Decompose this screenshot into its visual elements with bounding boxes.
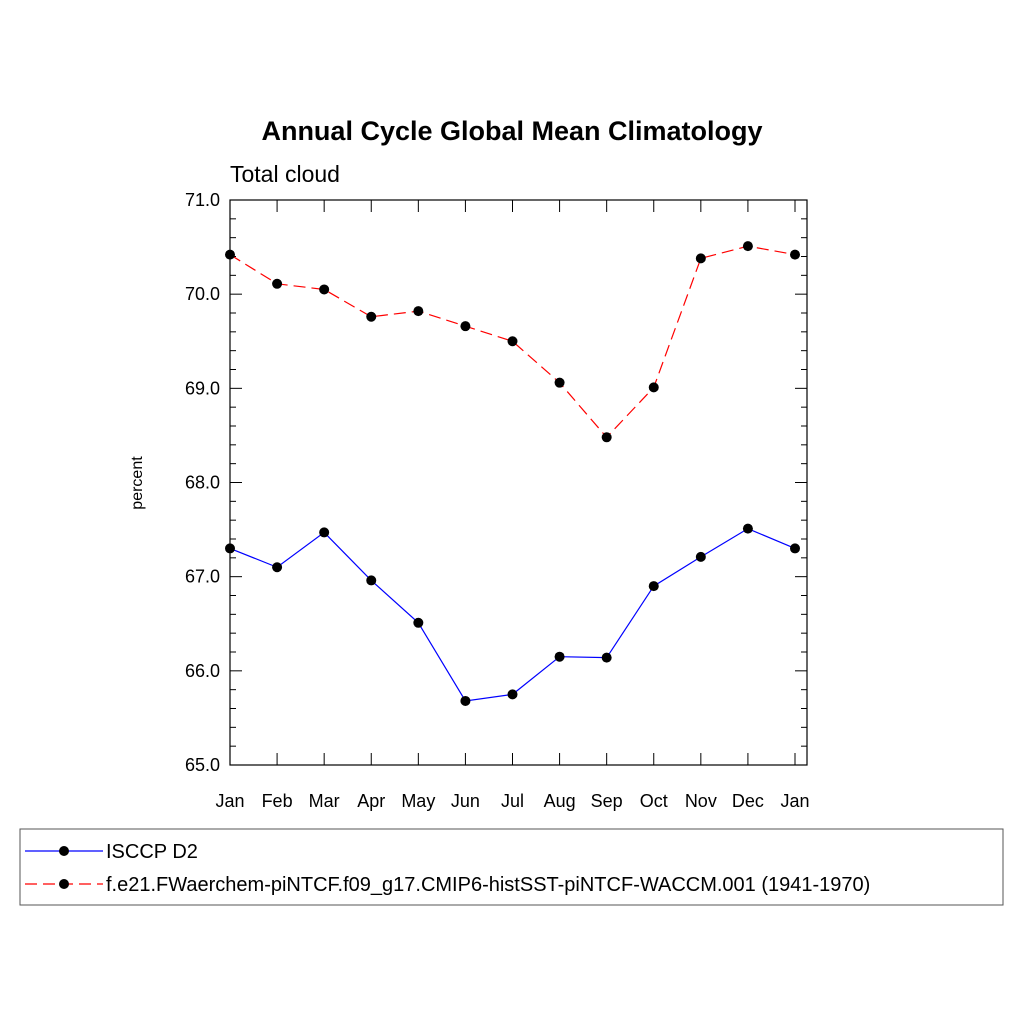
series-1-point: [648, 581, 659, 592]
plot-area: 65.0 66.0 67.0 68.0 69.0 70.0 71.0 Jan Feb Mar Apr…: [185, 190, 810, 811]
x-tick-label: Oct: [640, 791, 668, 811]
y-tick-label: 70.0: [185, 284, 220, 304]
y-tick-label: 67.0: [185, 567, 220, 587]
series-2-point: [790, 249, 800, 260]
legend-box: [19, 828, 1004, 906]
legend-label-2: f.e21.FWaerchem-piNTCF.f09_g17.CMIP6-his…: [106, 874, 870, 896]
x-tick-label: Dec: [732, 791, 764, 811]
x-tick-label: May: [401, 791, 435, 811]
series-2-point: [695, 253, 706, 264]
series-line-1: [229, 527, 796, 702]
series-1-point: [319, 527, 330, 538]
series-1-point: [366, 575, 377, 586]
series-2-point: [272, 278, 283, 289]
legend-marker-2: [59, 879, 69, 889]
legend-label-1: ISCCP D2: [106, 841, 198, 863]
x-tick-label: Apr: [357, 791, 385, 811]
series-2-point: [225, 249, 235, 260]
series-1-point: [413, 617, 424, 628]
legend-marker-1: [59, 846, 69, 856]
y-tick-label: 71.0: [185, 190, 220, 210]
x-tick-label: Jul: [501, 791, 524, 811]
series-2-point: [366, 311, 377, 322]
legend: ISCCP D2 f.e21.FWaerchem-piNTCF.f09_g17.C…: [19, 828, 1004, 906]
series-2-point: [601, 432, 612, 443]
series-1-point: [790, 543, 800, 554]
y-tick-label: 65.0: [185, 755, 220, 775]
series-1-point: [601, 652, 612, 663]
x-tick-label: Mar: [309, 791, 340, 811]
series-2-point: [413, 306, 424, 317]
series-2-point: [460, 321, 471, 332]
x-tick-label: Nov: [685, 791, 717, 811]
series-2-point: [648, 382, 659, 393]
series-1-point: [460, 695, 471, 706]
chart-subtitle: Total cloud: [230, 161, 340, 187]
x-tick-label: Feb: [262, 791, 293, 811]
plot-frame: [229, 199, 808, 766]
x-tick-label: Jan: [780, 791, 809, 811]
series-1-point: [695, 551, 706, 562]
x-tick-label: Jun: [451, 791, 480, 811]
series-1-point: [225, 543, 235, 554]
y-tick-label: 68.0: [185, 473, 220, 493]
chart-title: Annual Cycle Global Mean Climatology: [261, 116, 762, 146]
series-2-point: [554, 377, 565, 388]
series-2-point: [319, 284, 330, 295]
series-1-point: [507, 689, 518, 700]
x-tick-label: Sep: [591, 791, 623, 811]
series-1-point: [742, 523, 753, 534]
y-tick-label: 66.0: [185, 661, 220, 681]
series-2-point: [742, 241, 753, 252]
series-2-point: [507, 336, 518, 347]
series-1-point: [272, 562, 283, 573]
y-tick-label: 69.0: [185, 378, 220, 398]
x-tick-label: Aug: [544, 791, 576, 811]
x-tick-label: Jan: [215, 791, 244, 811]
y-axis-label: percent: [129, 456, 146, 510]
series-1-point: [554, 651, 565, 662]
